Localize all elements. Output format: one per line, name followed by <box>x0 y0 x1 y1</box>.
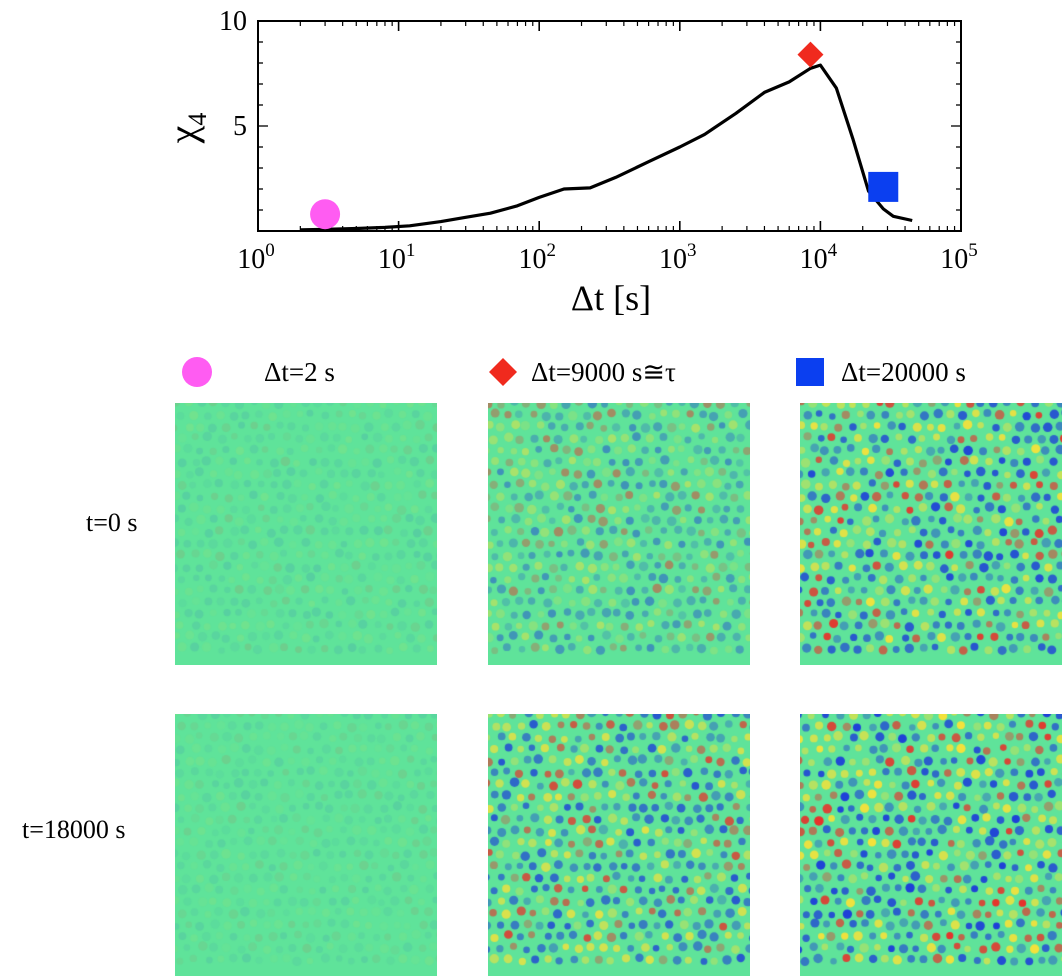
x-tick-label: 105 <box>940 240 978 275</box>
legend-label: Δt=20000 s <box>841 357 966 388</box>
plot-frame <box>258 21 961 231</box>
svg-text:χ4: χ4 <box>160 113 212 145</box>
row-label-t0: t=0 s <box>86 508 138 538</box>
legend-item-dt-20000s: Δt=20000 s <box>795 352 966 392</box>
tick-labels: 100 101 102 103 104 105 5 10 <box>219 6 978 275</box>
field-map <box>175 714 437 976</box>
legend-label: Δt=2 s <box>264 357 335 388</box>
y-tick-label: 10 <box>219 6 247 37</box>
field-map <box>800 403 1062 665</box>
blue-square-icon <box>795 357 825 387</box>
x-tick-label: 101 <box>378 240 416 275</box>
field-map <box>800 714 1062 976</box>
x-tick-label: 104 <box>800 240 838 275</box>
legend-item-dt-9000s: Δt=9000 s≅τ <box>487 352 676 392</box>
panel-t0-dt20000 <box>800 403 1062 665</box>
marker-square <box>868 172 898 202</box>
legend-label: Δt=9000 s≅τ <box>531 357 676 388</box>
field-map <box>488 403 750 665</box>
tick-marks <box>258 21 961 231</box>
magenta-circle-icon <box>180 355 214 389</box>
chi4-chart: 100 101 102 103 104 105 5 10 χ4 Δt [s] <box>0 0 1062 330</box>
legend-item-dt-2s: Δt=2 s <box>180 352 335 392</box>
x-tick-label: 102 <box>518 240 556 275</box>
x-axis-label: Δt [s] <box>571 278 651 318</box>
y-axis-label: χ4 <box>160 113 212 145</box>
field-map <box>175 403 437 665</box>
row-label-t18000: t=18000 s <box>22 815 126 845</box>
field-map <box>488 714 750 976</box>
panel-t18000-dt2 <box>175 714 437 976</box>
chi4-curve <box>300 65 912 230</box>
red-diamond-icon <box>487 356 519 388</box>
panel-t0-dt9000 <box>488 403 750 665</box>
marker-circle <box>310 199 340 229</box>
x-tick-label: 100 <box>237 240 275 275</box>
series-layer <box>300 65 912 230</box>
panel-t18000-dt20000 <box>800 714 1062 976</box>
panel-t18000-dt9000 <box>488 714 750 976</box>
panel-t0-dt2 <box>175 403 437 665</box>
x-tick-label: 103 <box>659 240 697 275</box>
y-tick-label: 5 <box>233 111 247 142</box>
